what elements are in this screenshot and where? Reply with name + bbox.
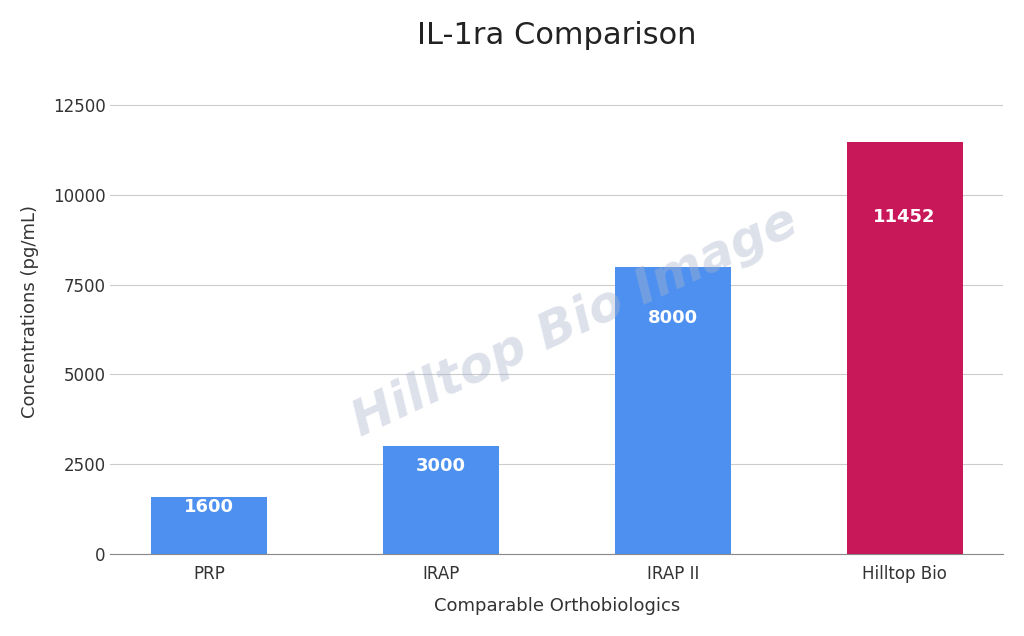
X-axis label: Comparable Orthobiologics: Comparable Orthobiologics: [433, 597, 680, 615]
Bar: [383, 446, 499, 554]
Bar: [151, 497, 267, 554]
Text: 1600: 1600: [184, 498, 233, 516]
Bar: [614, 266, 731, 554]
Bar: [847, 142, 963, 554]
Text: 11452: 11452: [873, 207, 936, 226]
Text: Hilltop Bio Image: Hilltop Bio Image: [344, 197, 805, 446]
Y-axis label: Concentrations (pg/mL): Concentrations (pg/mL): [20, 205, 39, 418]
Text: 3000: 3000: [416, 457, 466, 474]
Title: IL-1ra Comparison: IL-1ra Comparison: [417, 21, 696, 50]
Text: 8000: 8000: [647, 309, 697, 328]
